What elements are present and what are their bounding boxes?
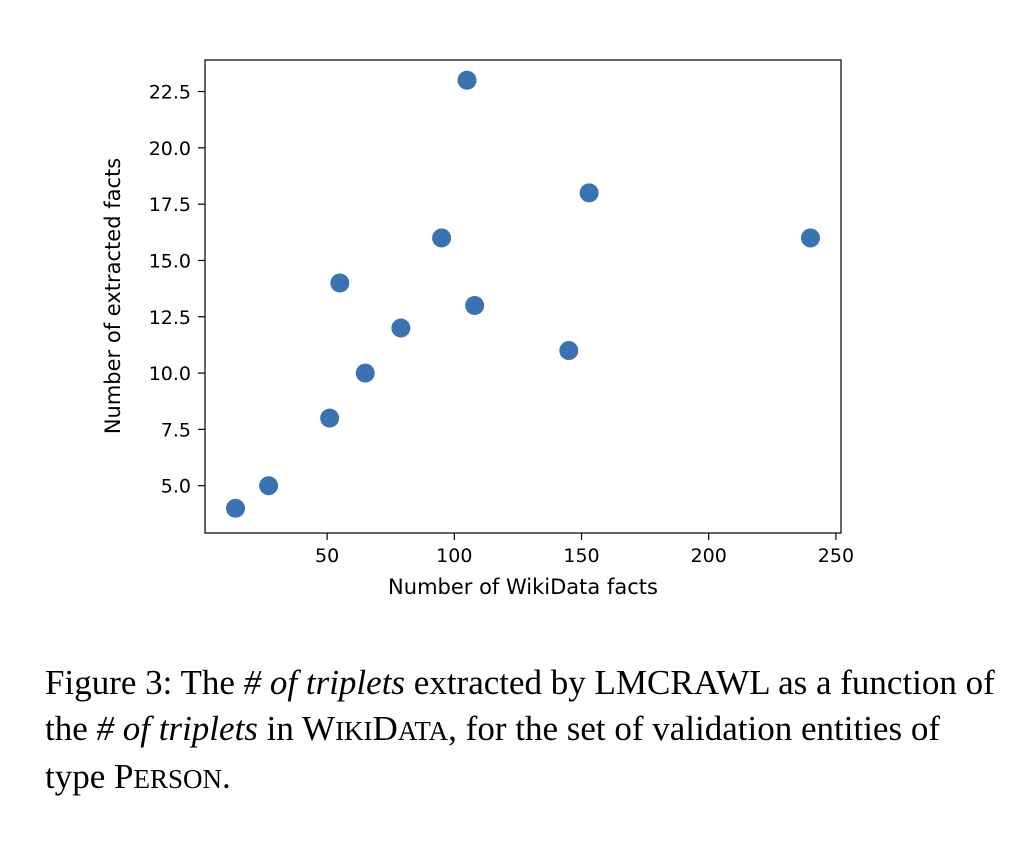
y-axis: 5.0 7.5 10.0 12.5 15.0 17.5 20.0 22.5	[149, 82, 205, 498]
plot-area	[204, 59, 842, 534]
y-tick-label: 5.0	[161, 476, 191, 498]
scatter-point	[465, 296, 485, 316]
scatter-point	[320, 408, 340, 428]
caption-wiki-ata: ATA	[397, 716, 449, 746]
caption-wiki-w: W	[302, 709, 336, 748]
scatter-chart: 50 100 150 200 250 5.0 7.5 10.0 12.5 15.0 17.5 20.…	[101, 59, 854, 599]
caption-wiki-iki: IKI	[335, 716, 373, 746]
scatter-point	[391, 318, 411, 338]
caption-text-3: , for the set of validation entities of …	[45, 709, 940, 796]
y-tick-label: 10.0	[149, 363, 191, 385]
y-tick-label: 20.0	[149, 138, 191, 160]
x-tick-label: 200	[691, 545, 727, 567]
caption-label: Figure 3: The	[45, 663, 244, 702]
scatter-point	[579, 183, 599, 203]
caption-italic-triplets-1: # of triplets	[243, 663, 406, 702]
x-axis-label: Number of WikiData facts	[388, 575, 658, 599]
data-points	[226, 70, 820, 518]
caption-person-erson: ERSON	[133, 764, 222, 794]
scatter-point	[457, 70, 477, 90]
y-tick-label: 15.0	[149, 250, 191, 272]
scatter-point	[355, 363, 375, 383]
x-tick-label: 150	[563, 545, 599, 567]
scatter-point	[559, 341, 579, 361]
y-tick-label: 12.5	[149, 307, 191, 329]
y-tick-label: 22.5	[149, 82, 191, 104]
caption-text-2: in	[257, 709, 303, 748]
scatter-point	[226, 498, 246, 518]
y-axis-label: Number of extracted facts	[101, 158, 125, 434]
caption-end: .	[222, 757, 231, 796]
y-tick-label: 17.5	[149, 194, 191, 216]
scatter-point	[330, 273, 350, 293]
caption-wiki-d: D	[372, 709, 398, 748]
x-tick-label: 250	[818, 545, 854, 567]
y-tick-label: 7.5	[161, 419, 191, 441]
figure-caption: Figure 3: The # of triplets extracted by…	[45, 660, 995, 802]
scatter-point	[259, 476, 279, 496]
caption-person-p: P	[114, 757, 134, 796]
caption-italic-triplets-2: # of triplets	[96, 709, 258, 748]
caption-text-1: extracted by LMCRAWL as a function of th…	[45, 663, 995, 748]
x-axis: 50 100 150 200 250	[315, 533, 854, 567]
x-tick-label: 100	[436, 545, 472, 567]
scatter-point	[432, 228, 452, 248]
x-tick-label: 50	[315, 545, 339, 567]
scatter-point	[800, 228, 820, 248]
